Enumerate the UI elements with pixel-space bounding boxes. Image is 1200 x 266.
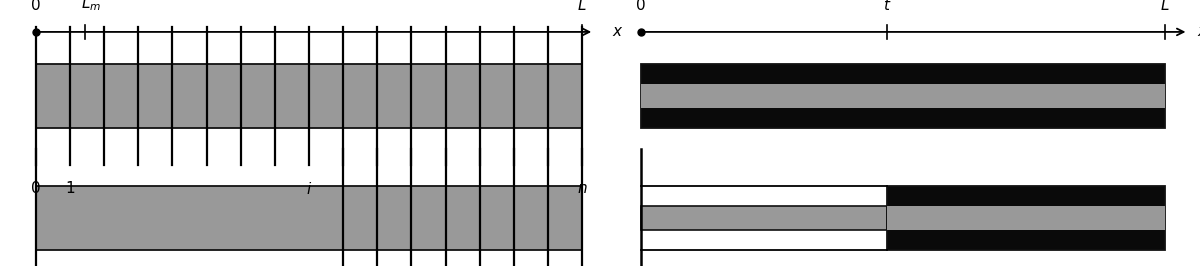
Text: 0: 0 <box>31 0 41 13</box>
Bar <box>888 206 1165 230</box>
Bar <box>641 64 1165 128</box>
Text: $L$: $L$ <box>1160 0 1170 13</box>
Text: $L_m$: $L_m$ <box>80 0 101 13</box>
Bar <box>36 64 582 128</box>
Text: $t$: $t$ <box>883 0 892 13</box>
Text: 0: 0 <box>31 181 41 196</box>
Text: $x$: $x$ <box>1198 24 1200 39</box>
Text: $x$: $x$ <box>612 24 624 39</box>
Bar <box>641 84 1165 108</box>
Text: 1: 1 <box>65 181 74 196</box>
Bar <box>641 206 888 230</box>
Text: $L$: $L$ <box>577 0 587 13</box>
Bar <box>888 186 1165 250</box>
Text: $n$: $n$ <box>577 181 588 196</box>
Bar <box>36 186 582 250</box>
Text: 0: 0 <box>636 0 646 13</box>
Text: $i$: $i$ <box>306 181 312 197</box>
